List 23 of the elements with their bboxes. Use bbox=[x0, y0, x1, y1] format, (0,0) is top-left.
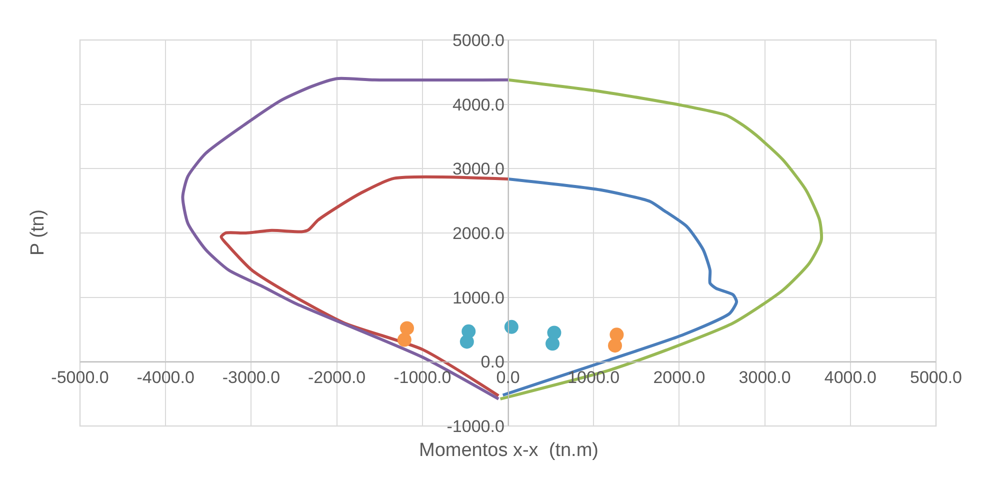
x-tick-label: -1000.0 bbox=[394, 368, 452, 388]
x-tick-label: -4000.0 bbox=[136, 368, 194, 388]
y-tick-label: -1000.0 bbox=[446, 416, 504, 436]
y-tick-label: 5000.0 bbox=[452, 30, 504, 50]
y-axis-title: P (tn) bbox=[28, 209, 49, 256]
point bbox=[397, 332, 412, 347]
x-tick-label: -3000.0 bbox=[222, 368, 280, 388]
point bbox=[546, 336, 560, 351]
x-tick-label: 5000.0 bbox=[910, 368, 962, 388]
point bbox=[608, 338, 622, 353]
x-axis-title: Momentos x-x (tn.m) bbox=[419, 440, 598, 461]
point bbox=[400, 321, 414, 336]
x-tick-label: -5000.0 bbox=[51, 368, 109, 388]
x-tick-label: 3000.0 bbox=[738, 368, 791, 388]
y-tick-label: 4000.0 bbox=[452, 95, 504, 114]
point bbox=[504, 320, 518, 334]
y-tick-label: 2000.0 bbox=[452, 224, 504, 243]
x-tick-label: -2000.0 bbox=[308, 368, 366, 388]
y-tick-label: 3000.0 bbox=[452, 160, 504, 179]
y-tick-label: 1000.0 bbox=[452, 288, 504, 308]
x-tick-label: 2000.0 bbox=[653, 368, 706, 388]
point bbox=[460, 334, 474, 349]
x-tick-label: 4000.0 bbox=[824, 368, 876, 388]
